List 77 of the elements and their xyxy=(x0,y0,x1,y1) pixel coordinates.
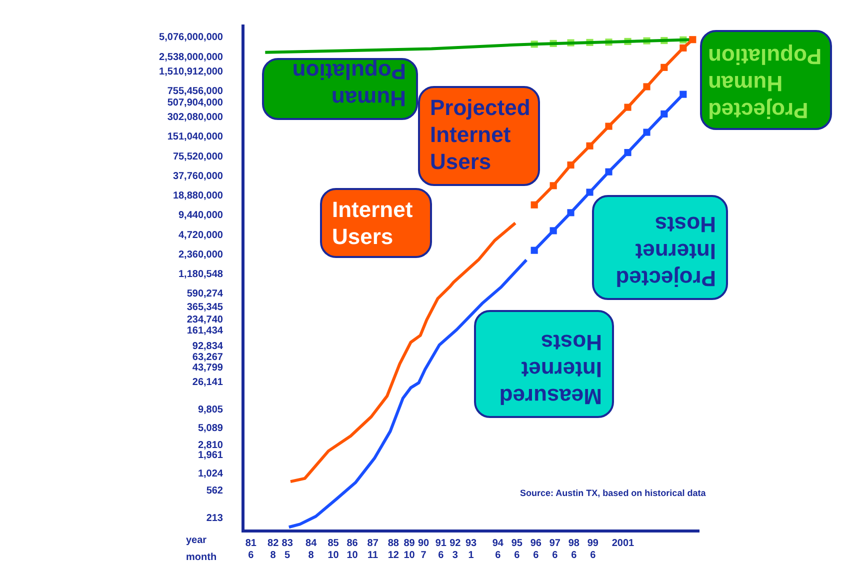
y-tick-label: 26,141 xyxy=(192,376,224,388)
point xyxy=(550,182,557,190)
x-tick-label: 91 6 xyxy=(435,538,447,561)
text: year xyxy=(186,535,207,546)
y-tick-label: 1,180,548 xyxy=(178,269,224,280)
x-tick-label: 96 6 xyxy=(530,538,542,561)
x-tick-label: 84 8 xyxy=(306,538,318,561)
x-tick-label: 97 6 xyxy=(549,538,561,561)
y-tick-label: 4,720,000 xyxy=(178,230,224,241)
y-tick-label: 92,834 xyxy=(192,341,224,352)
x-tick-label: 92 3 xyxy=(450,538,462,561)
y-tick-label: 507,904,000 xyxy=(167,97,224,108)
series-label: Projected Internet Hosts xyxy=(592,195,728,300)
y-tick-label: 590,274 xyxy=(186,288,224,300)
series-label: Projected Internet Users xyxy=(418,86,540,186)
x-tick-label: 86 10 xyxy=(346,538,358,561)
x-tick-label: 85 10 xyxy=(328,538,340,561)
y-tick-label: 5,076,000,000 xyxy=(159,32,224,44)
y-tick-label: 43,799 xyxy=(192,362,224,374)
y-tick-label: 9,440,000 xyxy=(178,210,224,222)
point xyxy=(530,246,538,254)
point xyxy=(586,142,594,150)
point xyxy=(624,104,632,111)
y-tick-label: 213 xyxy=(206,513,224,524)
point xyxy=(530,201,538,208)
y-tick-label: 1,510,912,000 xyxy=(159,66,224,78)
point xyxy=(689,36,696,44)
series-label: Human Population xyxy=(262,58,418,120)
text: Internet Users xyxy=(320,188,432,258)
y-tick-label: 755,456,000 xyxy=(167,86,224,98)
text: month xyxy=(186,552,217,563)
y-tick-label: 63,267 xyxy=(192,352,224,363)
x-tick-label: 87 11 xyxy=(367,538,379,561)
point xyxy=(624,149,632,156)
point xyxy=(567,161,574,169)
x-tick-label: 88 12 xyxy=(388,538,400,561)
y-tick-label: 1,961 xyxy=(198,450,224,462)
x-tick-label: 90 7 xyxy=(418,538,430,561)
x-tick-label: 94 6 xyxy=(492,538,504,561)
y-tick-label: 2,810 xyxy=(198,440,224,452)
series-label: Projected Human Population xyxy=(700,30,832,130)
x-tick-label: 83 5 xyxy=(282,538,294,561)
x-tick-label: 81 6 xyxy=(245,538,257,561)
point xyxy=(660,64,668,71)
y-tick-label: 5,089 xyxy=(198,423,224,434)
y-tick-label: 9,805 xyxy=(198,404,224,416)
point xyxy=(643,128,650,136)
point xyxy=(567,209,574,216)
x-tick-label: 95 6 xyxy=(511,538,523,561)
point xyxy=(605,122,612,130)
y-tick-label: 18,880,000 xyxy=(172,190,224,202)
point xyxy=(660,110,668,118)
y-tick-label: 562 xyxy=(206,486,224,497)
y-tick-label: 37,760,000 xyxy=(172,170,224,182)
y-tick-label: 161,434 xyxy=(186,325,224,336)
y-tick-label: 151,040,000 xyxy=(167,132,224,143)
x-tick-label: 89 10 xyxy=(404,538,416,561)
y-tick-label: 1,024 xyxy=(198,468,224,480)
y-tick-label: 75,520,000 xyxy=(172,151,224,162)
x-tick-label: 2001 xyxy=(612,538,635,549)
annotation: Source: Austin TX, based on historical data xyxy=(520,488,706,498)
series-label: Measured Internet Hosts xyxy=(474,310,614,418)
y-tick-label: 2,360,000 xyxy=(178,249,224,260)
y-tick-label: 234,740 xyxy=(186,314,224,326)
y-tick-label: 302,080,000 xyxy=(167,112,224,124)
point xyxy=(586,188,594,196)
point xyxy=(643,83,650,90)
point xyxy=(605,168,612,176)
point xyxy=(680,90,687,98)
x-tick-label: 99 6 xyxy=(587,538,599,561)
y-tick-label: 2,538,000,000 xyxy=(159,52,224,63)
point xyxy=(680,44,687,52)
x-tick-label: 82 8 xyxy=(268,538,280,561)
x-tick-label: 98 6 xyxy=(568,538,580,561)
point xyxy=(550,227,557,234)
x-tick-label: 93 1 xyxy=(465,538,477,561)
y-tick-label: 365,345 xyxy=(186,302,224,314)
